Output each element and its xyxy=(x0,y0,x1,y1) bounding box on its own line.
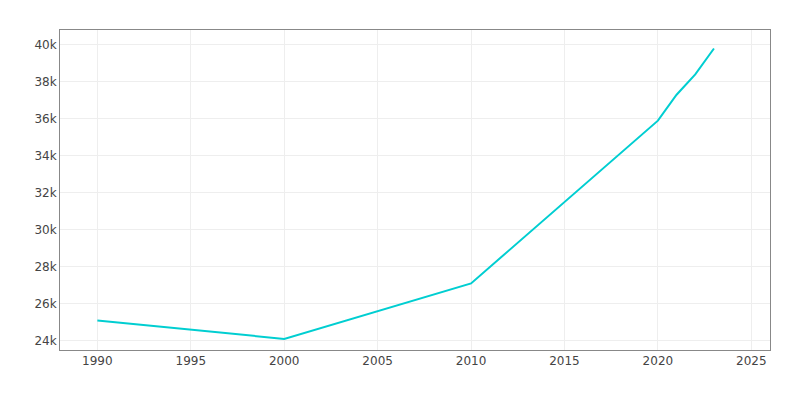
svg-text:2000: 2000 xyxy=(269,354,300,368)
svg-text:32k: 32k xyxy=(34,186,56,200)
svg-text:26k: 26k xyxy=(34,297,56,311)
svg-text:28k: 28k xyxy=(34,260,56,274)
svg-text:1995: 1995 xyxy=(176,354,207,368)
svg-text:24k: 24k xyxy=(34,334,56,348)
svg-text:2010: 2010 xyxy=(456,354,487,368)
svg-text:34k: 34k xyxy=(34,149,56,163)
svg-text:2005: 2005 xyxy=(362,354,393,368)
svg-text:30k: 30k xyxy=(34,223,56,237)
svg-text:40k: 40k xyxy=(34,38,56,52)
svg-text:1990: 1990 xyxy=(82,354,113,368)
svg-text:2020: 2020 xyxy=(643,354,674,368)
svg-text:38k: 38k xyxy=(34,75,56,89)
svg-text:36k: 36k xyxy=(34,112,56,126)
svg-text:2025: 2025 xyxy=(736,354,767,368)
svg-text:2015: 2015 xyxy=(549,354,580,368)
